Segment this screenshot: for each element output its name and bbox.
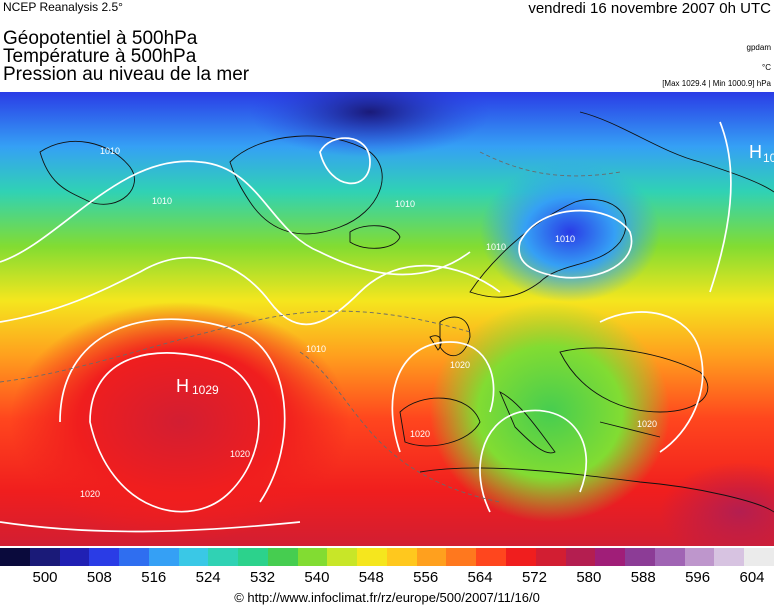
colorbar-swatch bbox=[506, 548, 536, 566]
contour-label: 1010 bbox=[100, 146, 120, 156]
colorbar-swatch bbox=[535, 548, 566, 566]
high-value: 10 bbox=[763, 151, 774, 165]
colorbar-tick-label: 508 bbox=[86, 569, 112, 586]
isotherms bbox=[0, 151, 621, 503]
high-value: 1029 bbox=[192, 383, 219, 397]
colorbar-tick-label: 500 bbox=[32, 569, 58, 586]
scandinavian-cold-low bbox=[480, 162, 660, 302]
date-label: vendredi 16 novembre 2007 0h UTC bbox=[528, 0, 771, 17]
colorbar-tick-label: 580 bbox=[576, 569, 602, 586]
source-label: NCEP Reanalysis 2.5° bbox=[3, 0, 123, 14]
colorbar-tick-label: 516 bbox=[141, 569, 167, 586]
colorbar-swatch bbox=[119, 548, 149, 566]
title-pressure: Pression au niveau de la mer bbox=[3, 64, 250, 85]
unit-geopotential: gpdam bbox=[746, 43, 771, 52]
colorbar-swatch bbox=[208, 548, 239, 566]
colorbar-swatch bbox=[267, 548, 298, 566]
colorbar-swatch bbox=[684, 548, 715, 566]
high-marker: H bbox=[749, 142, 762, 162]
colorbar-swatch bbox=[89, 548, 120, 566]
colorbar-swatch bbox=[59, 548, 90, 566]
pressure-high-azores: H 1029 bbox=[176, 376, 219, 397]
colorbar-swatch bbox=[476, 548, 507, 566]
title-block: Géopotentiel à 500hPa Température à 500h… bbox=[3, 28, 250, 85]
colorbar-swatch bbox=[654, 548, 685, 566]
title-geopotential: Géopotentiel à 500hPa bbox=[3, 28, 198, 49]
contour-label: 1020 bbox=[450, 360, 470, 370]
coastlines bbox=[39, 111, 774, 513]
contour-labels: 1010 1010 1010 1020 1020 1020 1020 1020 … bbox=[80, 146, 657, 499]
north-cold-core bbox=[250, 92, 490, 157]
contour-label: 1010 bbox=[306, 344, 326, 354]
high-marker: H bbox=[176, 376, 189, 396]
colorbar-swatch bbox=[446, 548, 477, 566]
colorbar-swatch bbox=[178, 548, 209, 566]
title-temperature: Température à 500hPa bbox=[3, 46, 197, 67]
colorbar-tick-label: 532 bbox=[250, 569, 276, 586]
colorbar-swatch bbox=[238, 548, 268, 566]
colorbar-tick-label: 604 bbox=[739, 569, 765, 586]
colorbar-swatch bbox=[0, 548, 30, 566]
southeast-warm-core bbox=[660, 462, 774, 546]
azores-warm-core bbox=[10, 302, 350, 542]
isobars bbox=[0, 121, 732, 533]
colorbar-tick-label: 588 bbox=[630, 569, 656, 586]
colorbar-swatch bbox=[625, 548, 655, 566]
colorbar-swatch bbox=[595, 548, 626, 566]
colorbar-swatch bbox=[357, 548, 387, 566]
contour-label: 1010 bbox=[555, 234, 575, 244]
colorbar-swatch bbox=[148, 548, 179, 566]
pressure-high-east: H 10 bbox=[749, 142, 774, 165]
footer-url: © http://www.infoclimat.fr/rz/europe/500… bbox=[234, 590, 540, 605]
colorbar-ticks: 500 508 516 524 532 540 548 556 564 572 580 588 596 6… bbox=[0, 569, 774, 587]
contour-label: 1010 bbox=[486, 242, 506, 252]
colorbar-swatch bbox=[744, 548, 774, 566]
colorbar-tick-label: 540 bbox=[304, 569, 330, 586]
colorbar-swatch bbox=[416, 548, 447, 566]
colorbar-swatch bbox=[297, 548, 328, 566]
contour-label: 1010 bbox=[152, 196, 172, 206]
colorbar-tick-label: 556 bbox=[413, 569, 439, 586]
colorbar-swatch bbox=[386, 548, 417, 566]
contour-label: 1020 bbox=[80, 489, 100, 499]
colorbar-swatch bbox=[327, 548, 358, 566]
contour-label: 1020 bbox=[230, 449, 250, 459]
unit-temperature: °C bbox=[762, 63, 771, 72]
colorbar-tick-label: 564 bbox=[467, 569, 493, 586]
contour-label: 1020 bbox=[637, 419, 657, 429]
colorbar-tick-label: 548 bbox=[358, 569, 384, 586]
contour-label: 1020 bbox=[410, 429, 430, 439]
colorbar-swatch bbox=[714, 548, 745, 566]
colorbar-tick-label: 572 bbox=[521, 569, 547, 586]
colorbar-tick-label: 524 bbox=[195, 569, 221, 586]
colorbar bbox=[0, 548, 774, 566]
colorbar-swatch bbox=[565, 548, 596, 566]
contour-label: 1010 bbox=[395, 199, 415, 209]
colorbar-tick-label: 596 bbox=[685, 569, 711, 586]
weather-map: 1010 1010 1010 1020 1020 1020 1020 1020 … bbox=[0, 92, 774, 546]
colorbar-swatch bbox=[29, 548, 60, 566]
unit-pressure-range: [Max 1029.4 | Min 1000.9] hPa bbox=[662, 79, 771, 88]
